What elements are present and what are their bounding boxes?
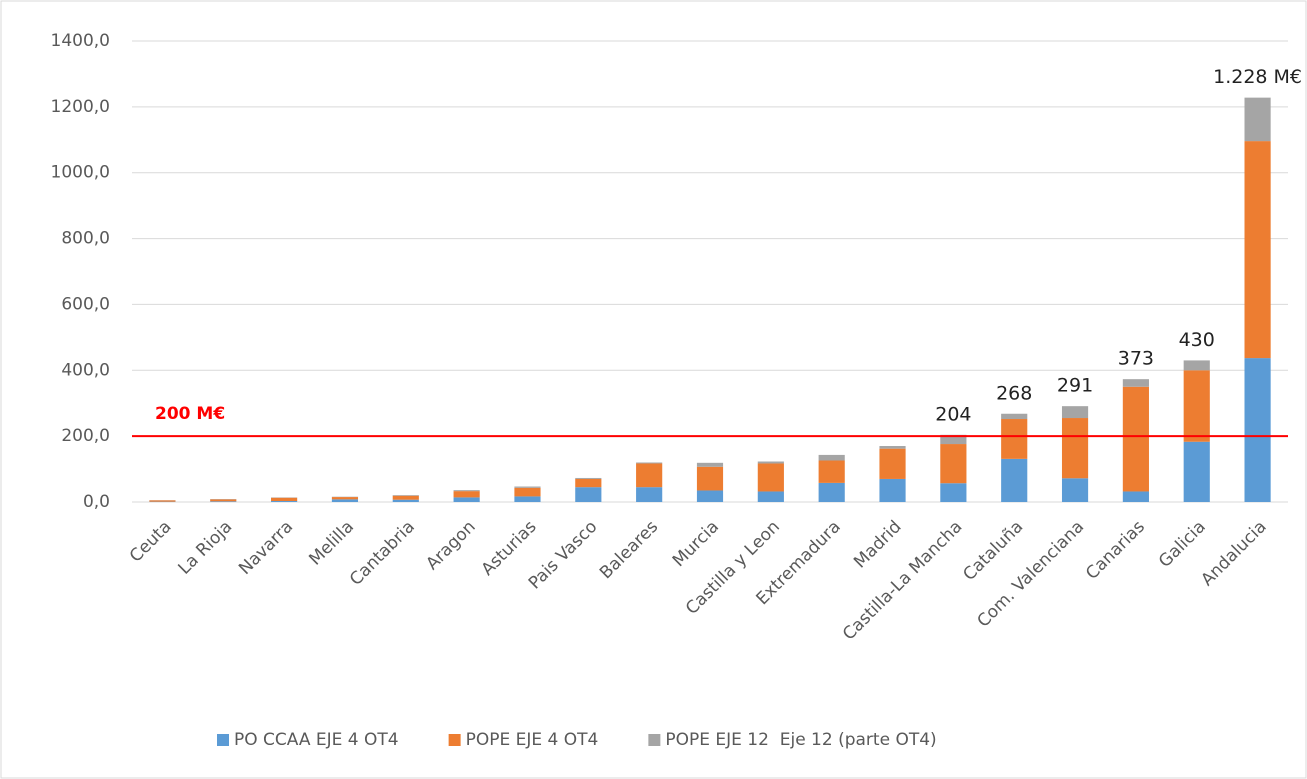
bar-segment xyxy=(1244,141,1271,359)
bar-segment xyxy=(514,496,541,502)
total-label: 373 xyxy=(1118,348,1154,370)
legend-label: POPE EJE 4 OT4 xyxy=(466,730,599,750)
bar-segment xyxy=(271,497,298,502)
bar-segment xyxy=(636,463,663,488)
bar-segment xyxy=(879,478,906,502)
bar-segment xyxy=(818,460,845,483)
y-tick-label: 200,0 xyxy=(61,426,110,446)
bar-segment xyxy=(271,501,298,502)
bar-segment xyxy=(575,487,602,502)
bar-segment xyxy=(940,444,967,484)
bar-segment xyxy=(696,462,724,467)
bar-segment xyxy=(879,448,906,479)
bar-segment xyxy=(818,482,845,502)
bar-segment xyxy=(636,487,663,502)
bar-segment xyxy=(1122,491,1149,502)
bar-segment xyxy=(392,499,419,502)
bar-segment xyxy=(331,497,359,500)
y-tick-label: 400,0 xyxy=(61,360,110,380)
legend-swatch xyxy=(648,734,661,746)
bar-segment xyxy=(1183,441,1210,502)
bar-segment xyxy=(392,495,419,496)
legend-label: POPE EJE 12 Eje 12 (parte OT4) xyxy=(665,730,936,750)
bar-segment xyxy=(1244,358,1271,502)
bar-segment xyxy=(1183,370,1210,442)
y-tick-label: 1400,0 xyxy=(51,31,110,51)
y-tick-label: 0,0 xyxy=(83,492,110,512)
bar-segment xyxy=(575,477,602,479)
bar-segment xyxy=(696,466,724,491)
bar-segment xyxy=(1001,458,1028,502)
bar-segment xyxy=(757,463,784,492)
bar-segment xyxy=(392,495,419,500)
y-tick-label: 600,0 xyxy=(61,294,110,314)
bar-segment xyxy=(453,491,480,498)
reference-label: 200 M€ xyxy=(155,404,225,424)
bar-segment xyxy=(575,478,602,488)
legend-swatch xyxy=(217,734,229,746)
total-label: 268 xyxy=(996,382,1032,404)
bar-segment xyxy=(1001,419,1028,459)
total-label: 291 xyxy=(1057,375,1093,397)
bar-segment xyxy=(1001,413,1028,420)
bar-segment xyxy=(453,497,480,502)
bar-segment xyxy=(210,501,237,502)
bar-segment xyxy=(940,483,967,502)
bar-segment xyxy=(757,461,784,464)
bar-segment xyxy=(331,499,359,502)
bar-segment xyxy=(818,454,845,461)
bar-segment xyxy=(1061,418,1089,479)
bar-segment xyxy=(1244,97,1271,142)
y-tick-label: 1200,0 xyxy=(51,97,110,117)
bar-segment xyxy=(210,499,237,502)
bar-segment xyxy=(879,446,906,449)
bar-segment xyxy=(514,487,541,497)
bar-segment xyxy=(1061,478,1089,502)
bar-segment xyxy=(1061,406,1089,419)
legend-swatch xyxy=(448,734,461,746)
total-label: 430 xyxy=(1179,329,1215,351)
total-label: 1.228 M€ xyxy=(1213,66,1302,88)
bar-segment xyxy=(940,434,967,445)
bar-segment xyxy=(149,500,176,502)
bar-segment xyxy=(1183,360,1210,371)
legend-label: PO CCAA EJE 4 OT4 xyxy=(234,730,399,750)
bar-segment xyxy=(514,486,541,488)
y-tick-label: 800,0 xyxy=(61,229,110,249)
bar-segment xyxy=(1122,386,1149,492)
bar-segment xyxy=(757,491,784,502)
bar-segment xyxy=(696,490,724,502)
bar-segment xyxy=(453,490,480,492)
bar-segment xyxy=(1122,379,1149,387)
total-label: 204 xyxy=(935,403,971,425)
bar-segment xyxy=(636,462,663,464)
y-tick-label: 1000,0 xyxy=(51,163,110,183)
